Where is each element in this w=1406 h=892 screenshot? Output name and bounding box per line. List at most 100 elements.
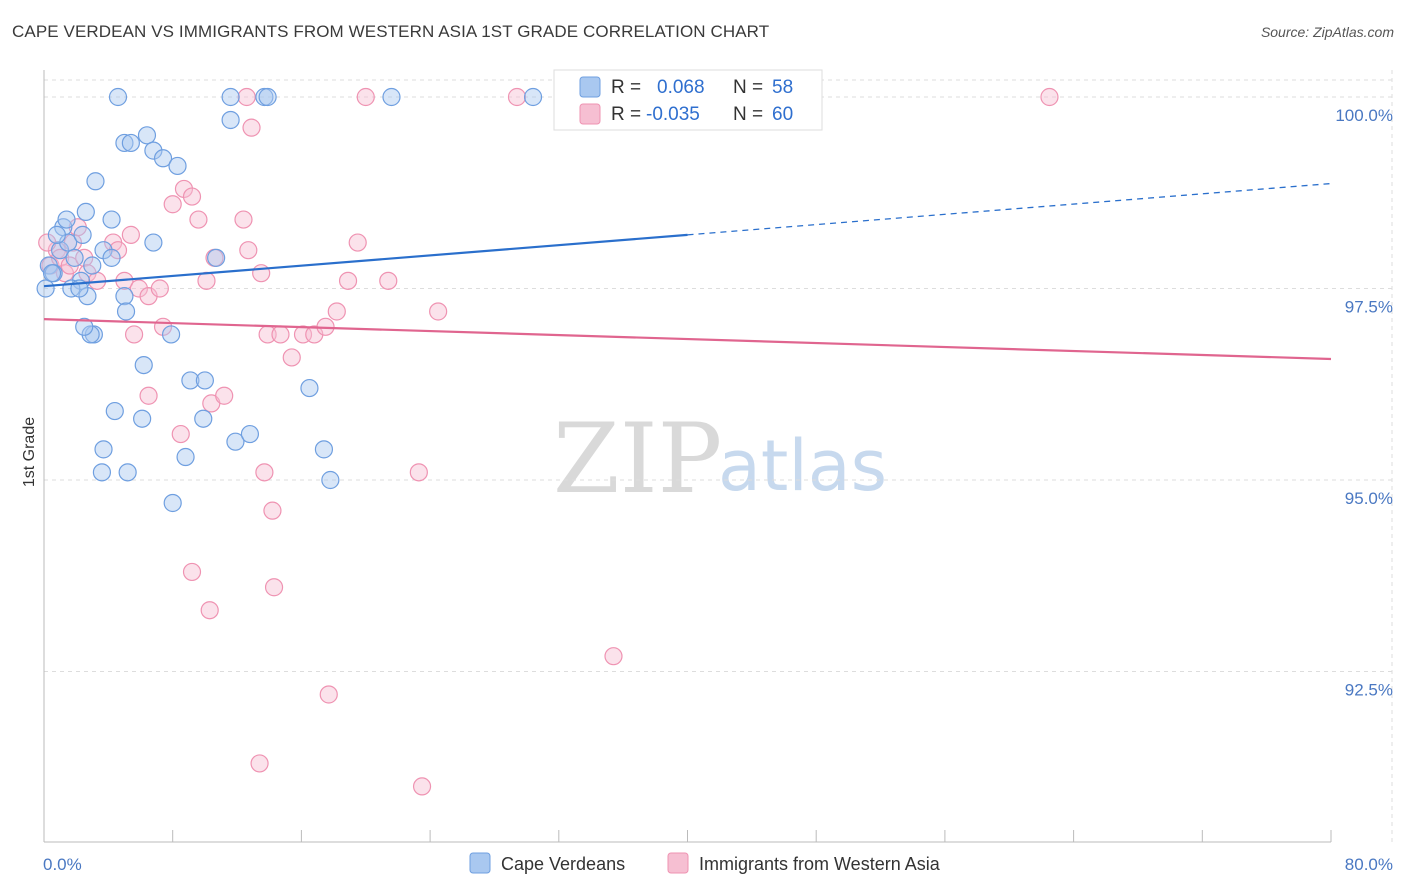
legend-r-label-blue: R = bbox=[611, 77, 641, 98]
legend-swatch-blue bbox=[579, 76, 601, 98]
point-cape-verdean-51 bbox=[221, 110, 240, 130]
point-immigrant-50 bbox=[604, 647, 623, 666]
point-immigrant-58 bbox=[1040, 87, 1059, 107]
series-cape-verdeans-points bbox=[36, 87, 543, 513]
point-immigrant-19 bbox=[182, 187, 202, 206]
point-cape-verdean-46 bbox=[118, 463, 137, 482]
point-cape-verdean-32 bbox=[161, 325, 181, 344]
point-cape-verdean-26 bbox=[115, 287, 134, 306]
bottom-legend-label-pink: Immigrants from Western Asia bbox=[699, 854, 941, 874]
point-immigrant-13 bbox=[121, 225, 140, 244]
axes bbox=[43, 70, 1332, 843]
legend-r-value-blue: 0.068 bbox=[657, 77, 705, 98]
point-immigrant-36 bbox=[379, 271, 398, 290]
series-legend: Cape Verdeans Immigrants from Western As… bbox=[469, 852, 941, 874]
legend-swatch-pink bbox=[579, 103, 601, 125]
point-cape-verdean-37 bbox=[105, 401, 124, 421]
point-cape-verdean-6 bbox=[71, 271, 91, 290]
point-cape-verdean-40 bbox=[226, 432, 245, 451]
trend-lines bbox=[43, 182, 1332, 361]
legend-r-value-pink: -0.035 bbox=[646, 104, 700, 125]
watermark-zip: ZIP bbox=[553, 403, 722, 515]
trend-line-cape-verdeans-extension bbox=[687, 182, 1332, 236]
x-tick-label-max: 80.0% bbox=[1345, 855, 1393, 874]
point-cape-verdean-10 bbox=[115, 133, 134, 153]
legend-r-label-pink: R = bbox=[611, 104, 641, 125]
point-cape-verdean-47 bbox=[321, 470, 340, 490]
point-cape-verdean-48 bbox=[163, 493, 182, 513]
point-immigrant-28 bbox=[271, 325, 290, 344]
point-immigrant-41 bbox=[171, 424, 190, 444]
source-label: Source: ZipAtlas.com bbox=[1260, 24, 1394, 40]
point-cape-verdean-19 bbox=[57, 210, 76, 229]
bottom-legend-swatch-blue bbox=[469, 852, 491, 874]
stats-legend: R = 0.068 N = 58 R = -0.035 N = 60 bbox=[553, 69, 823, 131]
point-immigrant-55 bbox=[356, 87, 375, 107]
point-cape-verdean-16 bbox=[102, 210, 121, 229]
point-immigrant-29 bbox=[282, 348, 301, 367]
trend-line-immigrants bbox=[43, 318, 1332, 361]
point-immigrant-53 bbox=[412, 777, 432, 796]
point-cape-verdean-56 bbox=[36, 279, 55, 298]
point-immigrant-14 bbox=[129, 279, 149, 298]
y-tick-label-2: 95.0% bbox=[1345, 489, 1393, 508]
point-immigrant-17 bbox=[163, 195, 182, 214]
point-cape-verdean-25 bbox=[102, 248, 121, 267]
point-cape-verdean-41 bbox=[240, 424, 260, 444]
x-tick-label-min: 0.0% bbox=[43, 855, 82, 874]
point-immigrant-21 bbox=[197, 271, 216, 290]
y-axis-label: 1st Grade bbox=[21, 417, 38, 487]
legend-n-value-blue: 58 bbox=[772, 77, 793, 98]
point-cape-verdean-49 bbox=[207, 248, 226, 267]
point-immigrant-47 bbox=[200, 601, 219, 620]
point-cape-verdean-8 bbox=[86, 172, 105, 191]
point-cape-verdean-12 bbox=[137, 126, 157, 145]
point-cape-verdean-35 bbox=[195, 371, 214, 390]
point-cape-verdean-24 bbox=[83, 256, 102, 275]
point-immigrant-54 bbox=[237, 87, 256, 107]
point-immigrant-38 bbox=[124, 325, 144, 344]
trend-line-cape-verdeans bbox=[43, 233, 688, 288]
y-tick-label-1: 97.5% bbox=[1345, 298, 1393, 317]
point-cape-verdean-43 bbox=[176, 447, 195, 467]
point-cape-verdean-5 bbox=[65, 248, 84, 267]
point-immigrant-51 bbox=[319, 685, 338, 704]
point-immigrant-35 bbox=[348, 233, 367, 252]
point-cape-verdean-15 bbox=[168, 156, 187, 176]
point-cape-verdean-45 bbox=[92, 463, 112, 482]
point-immigrant-39 bbox=[139, 386, 158, 405]
point-cape-verdean-39 bbox=[194, 409, 213, 428]
point-cape-verdean-14 bbox=[153, 149, 173, 168]
point-cape-verdean-31 bbox=[116, 302, 136, 321]
point-cape-verdean-27 bbox=[144, 233, 163, 252]
point-immigrant-49 bbox=[409, 463, 428, 482]
point-cape-verdean-21 bbox=[42, 264, 62, 283]
point-immigrant-23 bbox=[234, 210, 253, 229]
series-immigrants-points bbox=[38, 87, 1059, 796]
point-cape-verdean-34 bbox=[181, 371, 200, 390]
point-cape-verdean-33 bbox=[134, 356, 153, 375]
point-immigrant-37 bbox=[429, 302, 448, 321]
point-immigrant-44 bbox=[255, 463, 274, 482]
point-cape-verdean-36 bbox=[300, 378, 319, 398]
chart-title: CAPE VERDEAN VS IMMIGRANTS FROM WESTERN … bbox=[12, 22, 770, 41]
point-cape-verdean-38 bbox=[133, 409, 152, 428]
point-cape-verdean-55 bbox=[523, 87, 543, 107]
point-cape-verdean-9 bbox=[108, 87, 128, 107]
point-cape-verdean-20 bbox=[47, 225, 66, 244]
point-immigrant-52 bbox=[250, 754, 269, 773]
point-cape-verdean-50 bbox=[221, 87, 240, 107]
point-immigrant-34 bbox=[338, 271, 358, 290]
point-cape-verdean-7 bbox=[76, 202, 95, 221]
point-immigrant-25 bbox=[242, 118, 261, 137]
point-immigrant-33 bbox=[327, 302, 346, 321]
y-tick-label-3: 92.5% bbox=[1345, 681, 1393, 700]
watermark-atlas: atlas bbox=[718, 425, 887, 507]
legend-n-label-pink: N = bbox=[733, 104, 763, 125]
bottom-legend-label-blue: Cape Verdeans bbox=[501, 854, 625, 874]
point-cape-verdean-13 bbox=[144, 141, 163, 160]
y-tick-label-0: 100.0% bbox=[1335, 106, 1393, 125]
y-tick-labels: 100.0% 97.5% 95.0% 92.5% bbox=[1335, 106, 1393, 700]
point-immigrant-46 bbox=[182, 562, 202, 582]
